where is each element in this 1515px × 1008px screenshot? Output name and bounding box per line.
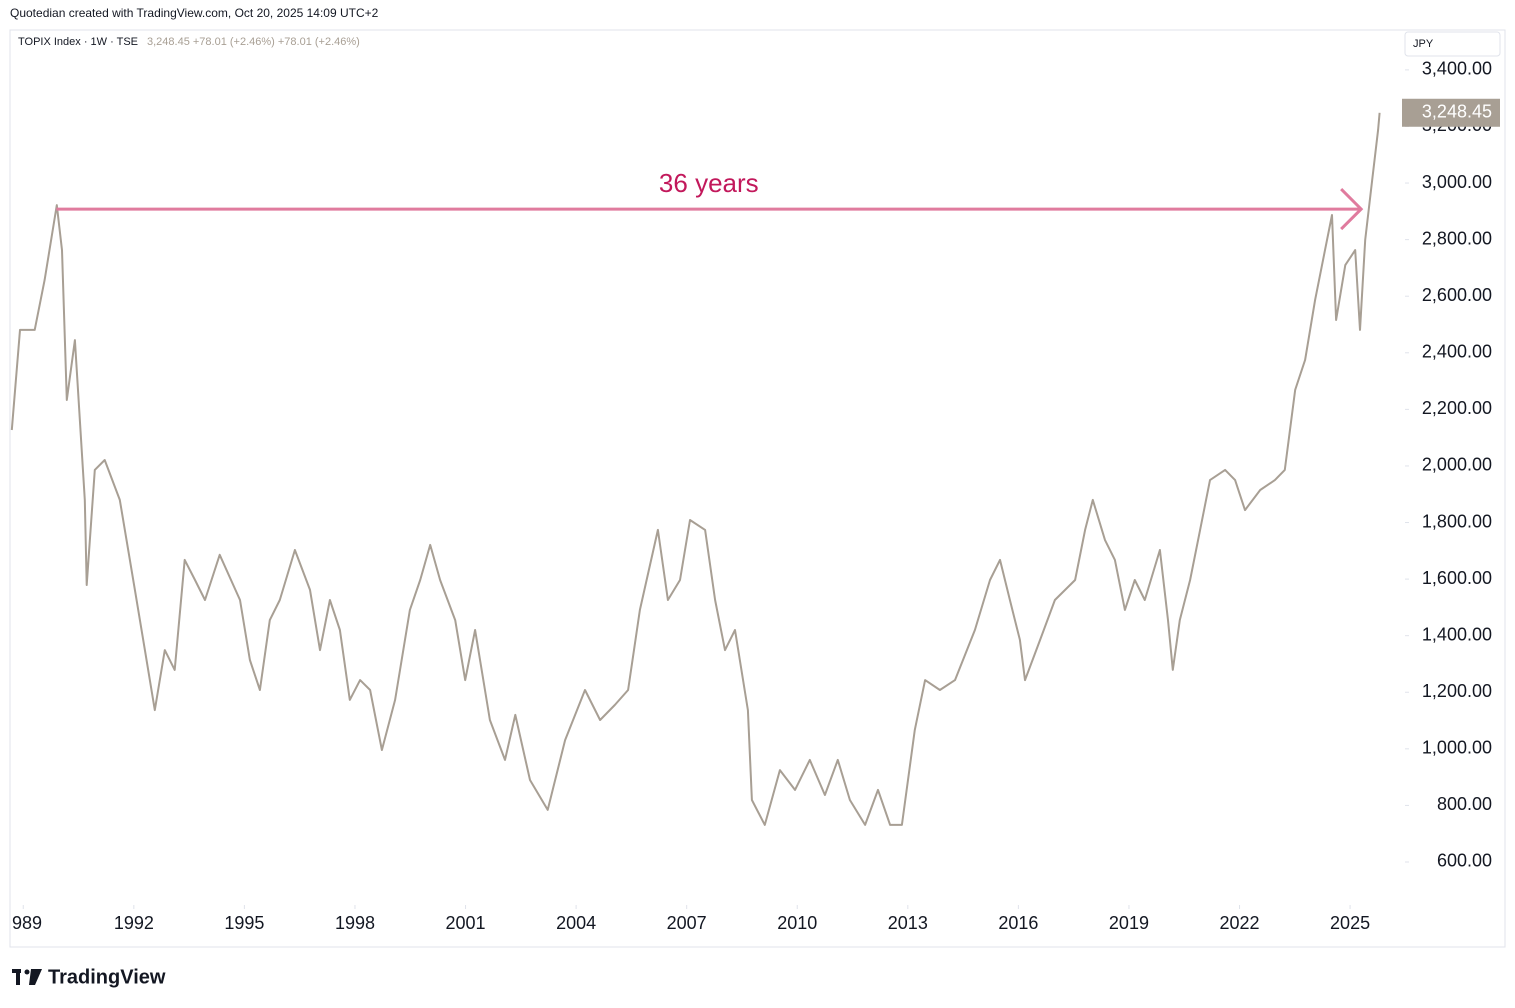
price-badge — [1402, 98, 1500, 127]
credit: Quotedian created with TradingView.com, … — [10, 6, 379, 20]
x-tick-label: 2010 — [777, 913, 817, 933]
x-tick-label: 2013 — [888, 913, 928, 933]
y-tick-label: 800.00 — [1437, 794, 1492, 814]
logo-text: TradingView — [48, 966, 166, 988]
x-tick-label: 2022 — [1219, 913, 1259, 933]
y-tick-label: 1,600.00 — [1422, 568, 1492, 588]
y-tick-label: 2,800.00 — [1422, 228, 1492, 248]
x-tick-label: 1995 — [224, 913, 264, 933]
symbol-title: TOPIX Index · 1W · TSE — [18, 36, 138, 48]
y-tick-label: 1,200.00 — [1422, 681, 1492, 701]
x-tick-label: 2016 — [998, 913, 1038, 933]
y-tick-label: 2,000.00 — [1422, 455, 1492, 475]
plot-area — [10, 112, 1381, 826]
y-tick-label: 600.00 — [1437, 851, 1492, 871]
currency-box[interactable] — [1404, 31, 1501, 57]
x-tick-label: 2007 — [667, 913, 707, 933]
x-tick-label: 1998 — [335, 913, 375, 933]
x-tick-label: 989 — [12, 913, 42, 933]
annotation-text: 36 years — [659, 168, 759, 198]
y-tick-label: 1,400.00 — [1422, 624, 1492, 644]
x-tick-label: 2019 — [1109, 913, 1149, 933]
y-tick-label: 3,000.00 — [1422, 172, 1492, 192]
y-tick-label: 3,400.00 — [1422, 59, 1492, 79]
y-tick-label: 2,400.00 — [1422, 342, 1492, 362]
price-badge-label: 3,248.45 — [1422, 102, 1492, 122]
x-tick-label: 1992 — [114, 913, 154, 933]
price-line — [10, 112, 1381, 826]
logo-mark — [12, 969, 42, 985]
y-tick-label: 2,600.00 — [1422, 285, 1492, 305]
x-tick-label: 2001 — [446, 913, 486, 933]
quote: 3,248.45 +78.01 (+2.46%) +78.01 (+2.46%) — [147, 36, 360, 48]
currency[interactable]: JPY — [1413, 38, 1434, 50]
y-tick-label: 2,200.00 — [1422, 398, 1492, 418]
frame — [9, 29, 1506, 948]
x-tick-label: 2004 — [556, 913, 596, 933]
x-tick-label: 2025 — [1330, 913, 1370, 933]
annotation-arrowhead — [1340, 188, 1364, 231]
y-tick-label: 1,800.00 — [1422, 511, 1492, 531]
y-tick-label: 1,000.00 — [1422, 738, 1492, 758]
